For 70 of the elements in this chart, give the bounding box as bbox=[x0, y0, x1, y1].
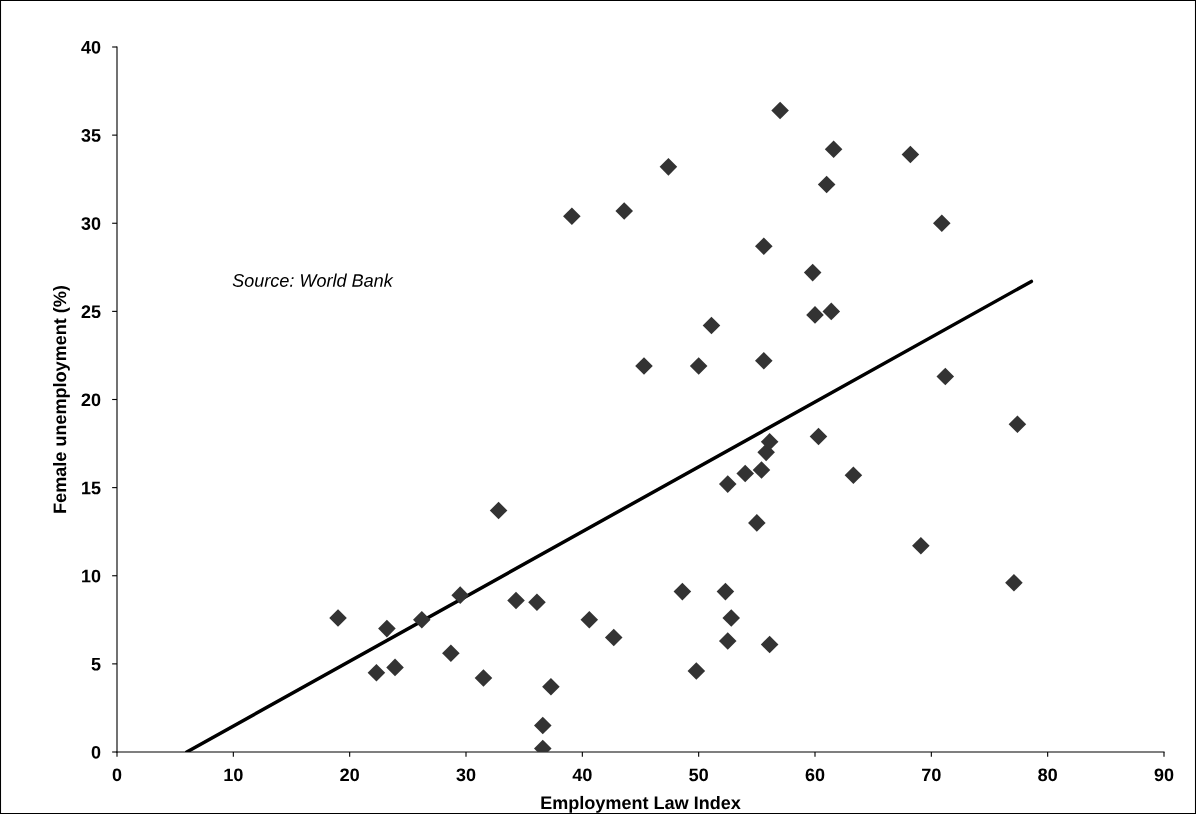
y-tick-label: 25 bbox=[81, 305, 101, 319]
y-tick-label: 10 bbox=[82, 569, 101, 583]
point bbox=[718, 475, 737, 493]
point bbox=[689, 357, 708, 375]
point bbox=[718, 632, 737, 650]
point bbox=[760, 433, 779, 451]
x-tick-label: 60 bbox=[805, 768, 825, 782]
y-axis-title: Female unemployment (%) bbox=[53, 286, 70, 513]
point bbox=[755, 351, 773, 370]
point bbox=[474, 669, 493, 687]
x-tick-label: 20 bbox=[340, 768, 359, 782]
y-tick-label: 40 bbox=[81, 40, 101, 54]
point bbox=[901, 145, 920, 164]
point bbox=[824, 140, 843, 159]
point bbox=[752, 461, 771, 479]
x-axis-title: Employment Law Index bbox=[541, 795, 741, 813]
point bbox=[563, 207, 581, 225]
x-tick-label: 70 bbox=[922, 768, 941, 782]
x-tick-label: 10 bbox=[224, 768, 243, 782]
point bbox=[507, 591, 525, 610]
y-tick-label: 20 bbox=[81, 393, 101, 407]
point bbox=[803, 263, 822, 282]
point bbox=[635, 357, 653, 375]
point bbox=[822, 302, 841, 321]
point bbox=[936, 367, 955, 386]
point bbox=[1008, 415, 1027, 433]
point bbox=[760, 635, 779, 654]
point bbox=[722, 609, 741, 627]
y-tick-label: 30 bbox=[81, 217, 101, 230]
x-tick-label: 0 bbox=[112, 768, 122, 782]
point bbox=[755, 237, 773, 255]
point bbox=[933, 214, 951, 233]
y-tick-label: 5 bbox=[91, 658, 101, 671]
annotation: Source: World Bank bbox=[232, 273, 394, 287]
point bbox=[542, 678, 560, 696]
point bbox=[771, 101, 789, 120]
point bbox=[736, 464, 754, 483]
point bbox=[817, 175, 836, 194]
point bbox=[844, 466, 863, 485]
point bbox=[489, 501, 508, 520]
point bbox=[806, 306, 824, 324]
y-tick-label: 15 bbox=[82, 481, 101, 495]
point bbox=[413, 611, 431, 629]
point bbox=[659, 158, 678, 176]
point bbox=[716, 582, 735, 601]
point bbox=[442, 644, 460, 663]
x-tick-label: 80 bbox=[1038, 768, 1057, 782]
y-tick-label: 35 bbox=[81, 129, 101, 142]
x-tick-label: 50 bbox=[689, 768, 708, 782]
point bbox=[528, 593, 546, 611]
point bbox=[534, 716, 552, 735]
point bbox=[687, 662, 706, 680]
point bbox=[809, 427, 828, 446]
y-tick-label: 0 bbox=[91, 745, 101, 759]
point bbox=[329, 609, 347, 627]
point bbox=[615, 202, 633, 220]
point bbox=[912, 537, 930, 555]
point bbox=[702, 316, 721, 335]
x-tick-label: 90 bbox=[1154, 768, 1174, 782]
point bbox=[673, 582, 692, 601]
point bbox=[378, 619, 396, 638]
point bbox=[1005, 574, 1023, 592]
x-tick-label: 30 bbox=[456, 768, 476, 782]
point bbox=[386, 658, 404, 677]
point bbox=[604, 628, 623, 647]
point bbox=[367, 663, 386, 682]
x-tick-label: 40 bbox=[572, 768, 592, 782]
point bbox=[580, 611, 599, 629]
point bbox=[748, 514, 766, 532]
point bbox=[451, 586, 469, 604]
